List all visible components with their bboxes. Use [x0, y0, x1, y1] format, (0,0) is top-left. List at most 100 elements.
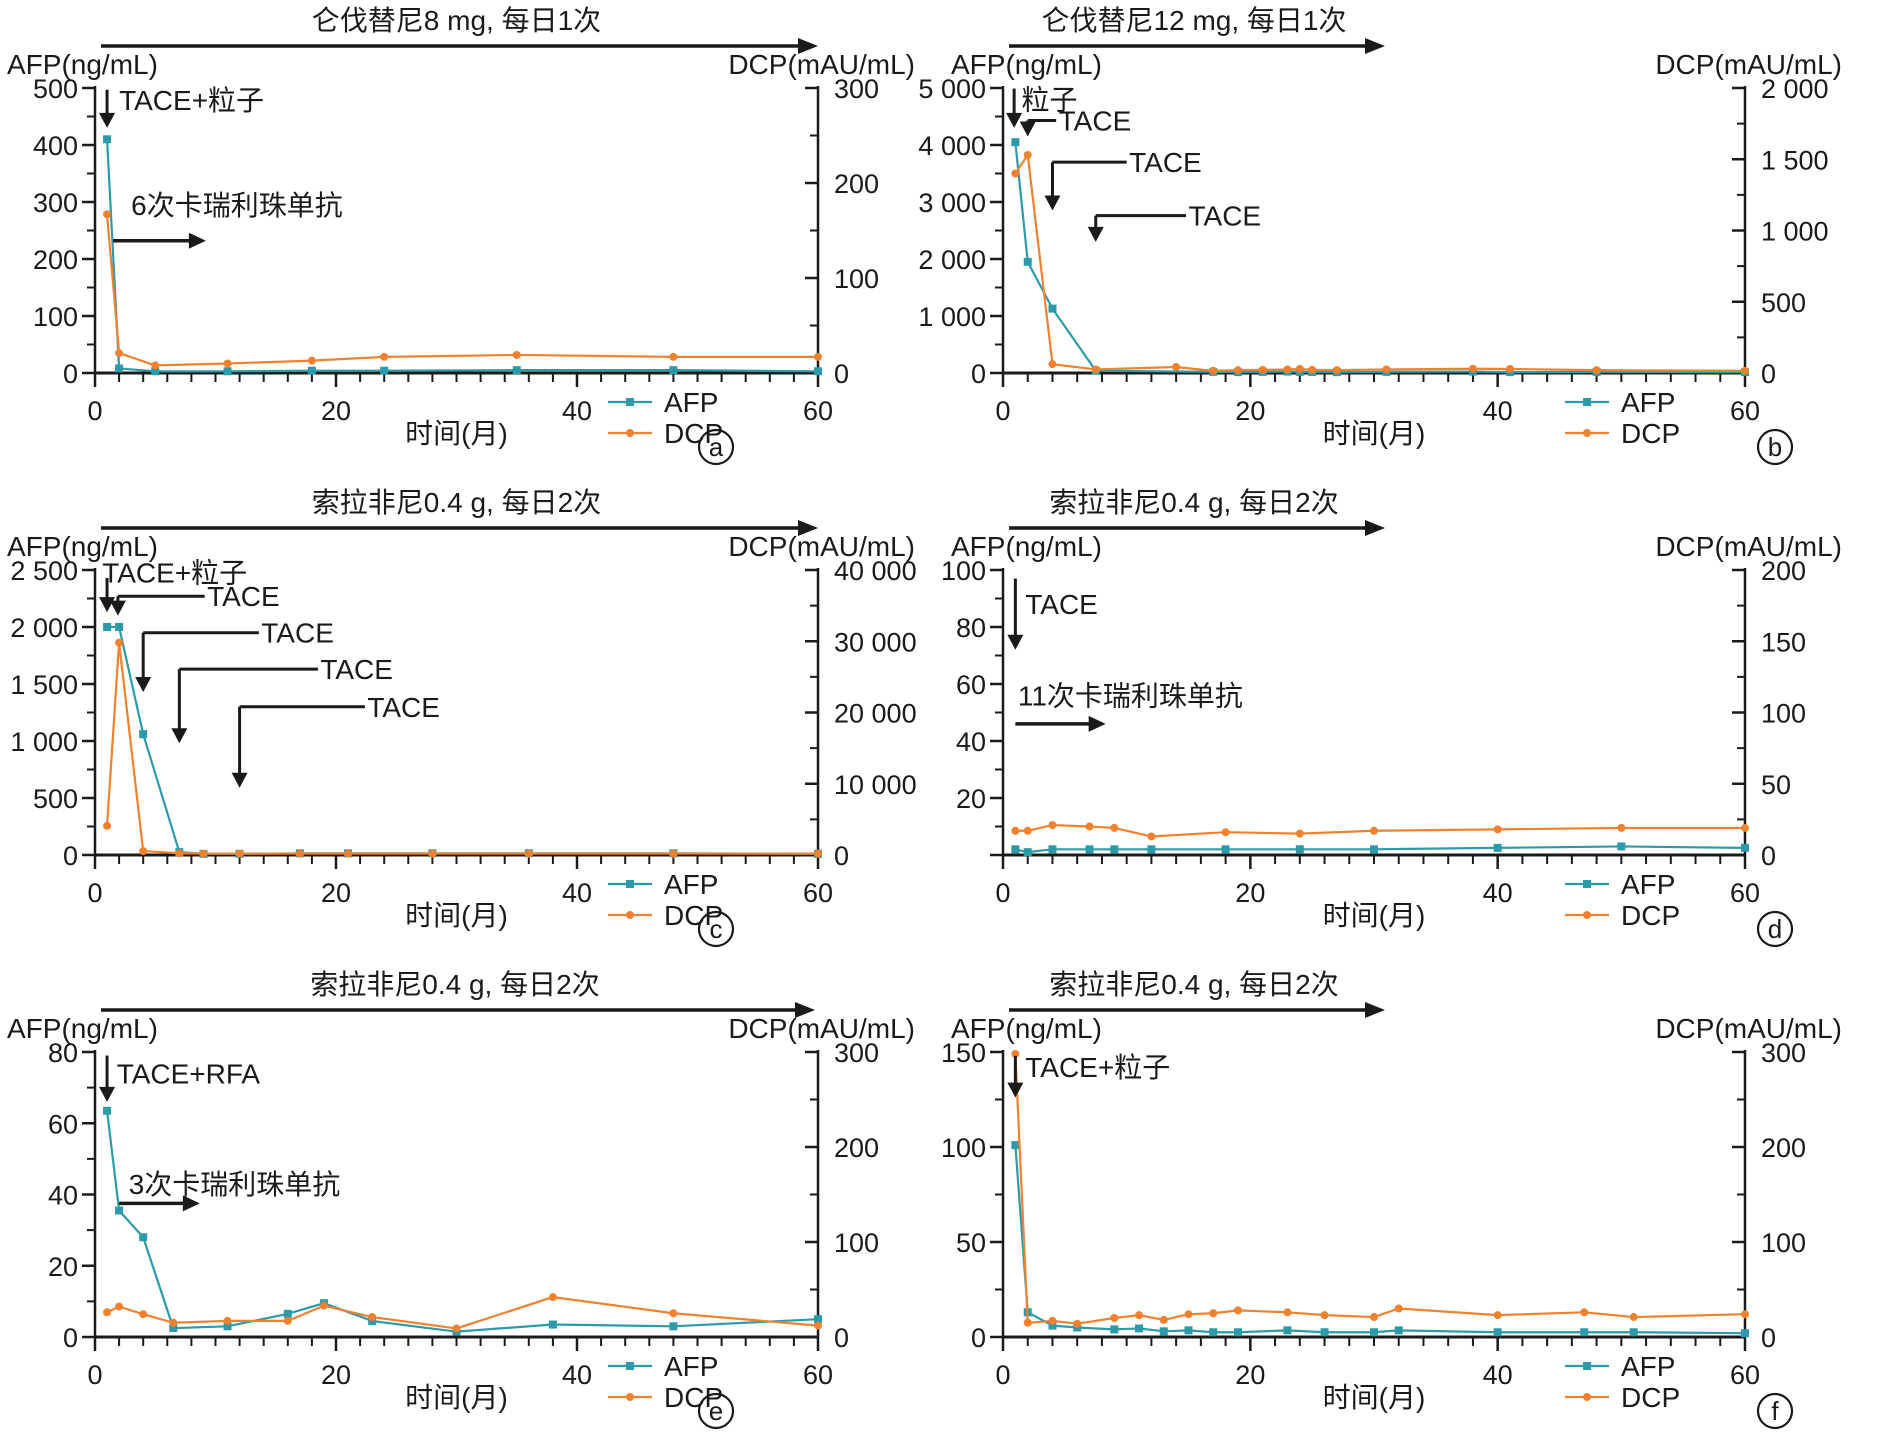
left-tick-label: 100: [33, 302, 78, 332]
series-marker-dcp: [235, 849, 244, 858]
annotation-down-arrow-head: [1007, 1082, 1024, 1098]
series-marker-afp: [1209, 1328, 1218, 1337]
series-marker-dcp: [1394, 1304, 1403, 1313]
left-tick-label: 4 000: [918, 131, 986, 161]
series-marker-dcp: [1592, 366, 1601, 375]
series-marker-dcp: [428, 849, 437, 858]
panel-badge-letter: d: [1768, 914, 1782, 944]
series-marker-dcp: [1209, 366, 1218, 375]
legend-marker-afp: [626, 398, 634, 406]
series-marker-dcp: [1023, 826, 1032, 835]
series-marker-afp: [1629, 1328, 1638, 1337]
series-marker-dcp: [1741, 366, 1749, 375]
series-marker-afp: [223, 367, 232, 376]
series-marker-dcp: [669, 352, 678, 361]
series-marker-dcp: [1493, 1311, 1502, 1320]
series-marker-dcp: [1011, 169, 1020, 178]
legend-label-afp: AFP: [664, 387, 718, 418]
legend-label-afp: AFP: [1621, 387, 1675, 418]
annotation-label: TACE: [1059, 105, 1132, 136]
series-marker-dcp: [1209, 1309, 1218, 1318]
panel-b: 仑伐替尼12 mg, 每日1次 AFP(ng/mL) DCP(mAU/mL) 0 1 0…: [918, 5, 1842, 466]
legend-label-dcp: DCP: [1621, 900, 1680, 931]
series-marker-dcp: [283, 1316, 292, 1325]
x-tick-label: 20: [321, 878, 351, 908]
annotation-elbow-arrow-head: [171, 728, 188, 744]
right-tick-label: 30 000: [834, 627, 917, 657]
series-marker-afp: [283, 1309, 292, 1318]
series-marker-afp: [151, 367, 160, 376]
annotation-label: TACE: [261, 618, 334, 649]
series-marker-afp: [669, 366, 678, 375]
series-marker-afp: [1023, 257, 1032, 266]
series-marker-dcp: [1110, 1314, 1119, 1322]
right-tick-label: 10 000: [834, 770, 917, 800]
x-tick-label: 60: [803, 396, 833, 426]
series-marker-afp: [380, 366, 389, 375]
series-line-afp: [1014, 1145, 1746, 1335]
right-tick-label: 1 500: [1761, 145, 1829, 175]
series-marker-dcp: [452, 1324, 461, 1333]
right-tick-label: 20 000: [834, 699, 917, 729]
panel-title: 索拉非尼0.4 g, 每日2次: [1049, 487, 1338, 518]
left-tick-label: 50: [956, 1228, 986, 1258]
series-marker-dcp: [1135, 1311, 1144, 1320]
series-marker-dcp: [1048, 360, 1057, 369]
series-marker-dcp: [1741, 1310, 1749, 1319]
series-marker-dcp: [1506, 365, 1515, 374]
panel-a: 仑伐替尼8 mg, 每日1次 AFP(ng/mL) DCP(mAU/mL) 0 100 2…: [7, 5, 915, 466]
x-tick-label: 20: [1235, 396, 1265, 426]
annotation-label: 粒子: [1022, 84, 1078, 115]
series-marker-afp: [1370, 1328, 1378, 1337]
series-marker-dcp: [1221, 828, 1230, 837]
right-tick-label: 0: [834, 1323, 849, 1353]
annotation-down-arrow-head: [99, 1086, 116, 1102]
panel-title: 索拉非尼0.4 g, 每日2次: [312, 487, 601, 518]
panel-title: 仑伐替尼8 mg, 每日1次: [312, 5, 601, 36]
series-marker-dcp: [151, 361, 160, 370]
x-tick-label: 40: [562, 878, 592, 908]
x-tick-label: 20: [1235, 1360, 1265, 1390]
series-line-dcp: [106, 1295, 819, 1330]
annotation-down-arrow-head: [1006, 112, 1023, 128]
treatment-arrow-head: [798, 520, 818, 536]
series-marker-afp: [1320, 1328, 1329, 1337]
left-tick-label: 1 500: [10, 670, 78, 700]
left-tick-label: 3 000: [918, 188, 986, 218]
legend-marker-dcp: [1583, 1393, 1591, 1401]
series-marker-afp: [1295, 845, 1304, 854]
series-marker-afp: [1184, 1326, 1193, 1335]
series-marker-dcp: [344, 849, 353, 858]
annotation-label: TACE: [1129, 147, 1202, 178]
right-axis-title: DCP(mAU/mL): [1655, 1013, 1842, 1044]
series-marker-afp: [115, 1206, 124, 1215]
left-axis-title: AFP(ng/mL): [951, 1013, 1102, 1044]
annotation-down-arrow-head: [99, 112, 116, 128]
series-marker-dcp: [103, 1308, 112, 1317]
series-marker-dcp: [512, 350, 521, 359]
annotation-label: 11次卡瑞利珠单抗: [1018, 680, 1243, 711]
x-tick-label: 60: [803, 1360, 833, 1390]
series-marker-dcp: [115, 349, 124, 358]
series-marker-dcp: [1110, 823, 1119, 832]
left-tick-label: 300: [33, 188, 78, 218]
series-line-dcp: [105, 214, 818, 367]
left-tick-label: 150: [941, 1038, 986, 1068]
annotation-label: TACE+粒子: [102, 557, 247, 588]
series-marker-dcp: [1741, 823, 1749, 832]
series-marker-afp: [1580, 1328, 1589, 1337]
right-tick-label: 500: [1761, 288, 1806, 318]
series-marker-afp: [512, 366, 521, 375]
series-marker-dcp: [1617, 823, 1626, 832]
left-tick-label: 0: [63, 841, 78, 871]
series-marker-dcp: [1048, 821, 1057, 830]
series-marker-dcp: [1011, 826, 1020, 835]
left-tick-label: 60: [956, 670, 986, 700]
left-axis-title: AFP(ng/mL): [7, 1013, 158, 1044]
left-tick-label: 1 000: [10, 727, 78, 757]
series-line-dcp: [1015, 823, 1745, 838]
series-marker-dcp: [1493, 825, 1502, 834]
left-axis-title: AFP(ng/mL): [951, 531, 1102, 562]
series-marker-afp: [103, 1106, 112, 1115]
